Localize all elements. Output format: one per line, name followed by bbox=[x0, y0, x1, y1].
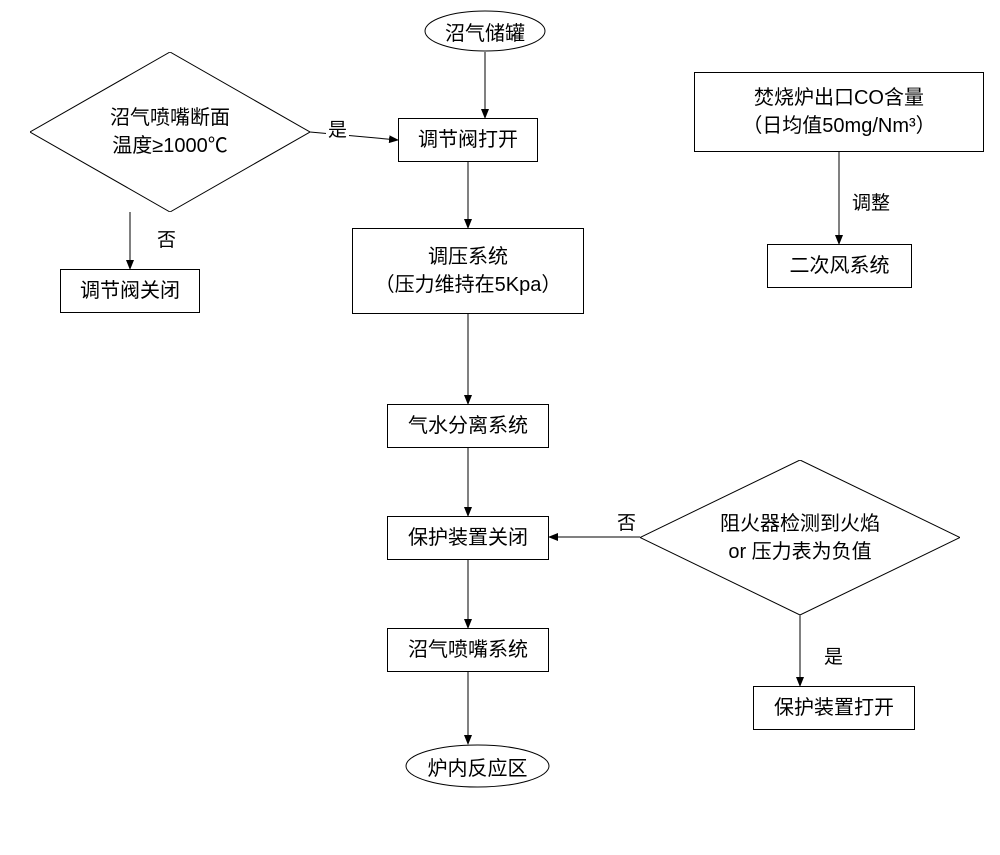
node-biogas_nozzle: 沼气喷嘴系统 bbox=[387, 628, 549, 672]
flowchart-canvas: 调节阀打开调节阀关闭 焚烧炉出口CO含量 （日均值50mg/Nm³） 二次风系统 调压… bbox=[0, 0, 1000, 855]
node-gas_water_sep: 气水分离系统 bbox=[387, 404, 549, 448]
edge-label-no2: 否 bbox=[615, 508, 638, 535]
decision-flame_check: 阻火器检测到火焰 or 压力表为负值 bbox=[640, 460, 960, 615]
node-pressure_sys: 调压系统 （压力维持在5Kpa） bbox=[352, 228, 584, 314]
node-co_outlet: 焚烧炉出口CO含量 （日均值50mg/Nm³） bbox=[694, 72, 984, 152]
node-prot_open: 保护装置打开 bbox=[753, 686, 915, 730]
edge-label-no1: 否 bbox=[155, 225, 178, 252]
decision-flame_check-label: 阻火器检测到火焰 or 压力表为负值 bbox=[640, 460, 960, 615]
edge-label-yes2: 是 bbox=[822, 642, 845, 669]
terminal-biogas_tank-label: 沼气储罐 bbox=[445, 17, 525, 46]
node-valve_close: 调节阀关闭 bbox=[60, 269, 200, 313]
edge-label-adjust: 调整 bbox=[850, 188, 892, 215]
node-valve_open: 调节阀打开 bbox=[398, 118, 538, 162]
terminal-biogas_tank: 沼气储罐 bbox=[424, 10, 546, 52]
decision-nozzle_temp-label: 沼气喷嘴断面 温度≥1000℃ bbox=[30, 52, 310, 212]
decision-nozzle_temp: 沼气喷嘴断面 温度≥1000℃ bbox=[30, 52, 310, 212]
terminal-furnace_zone-label: 炉内反应区 bbox=[428, 752, 528, 781]
terminal-furnace_zone: 炉内反应区 bbox=[405, 744, 550, 788]
edge-label-yes1: 是 bbox=[326, 115, 349, 142]
node-prot_close: 保护装置关闭 bbox=[387, 516, 549, 560]
node-secondary_air: 二次风系统 bbox=[767, 244, 912, 288]
